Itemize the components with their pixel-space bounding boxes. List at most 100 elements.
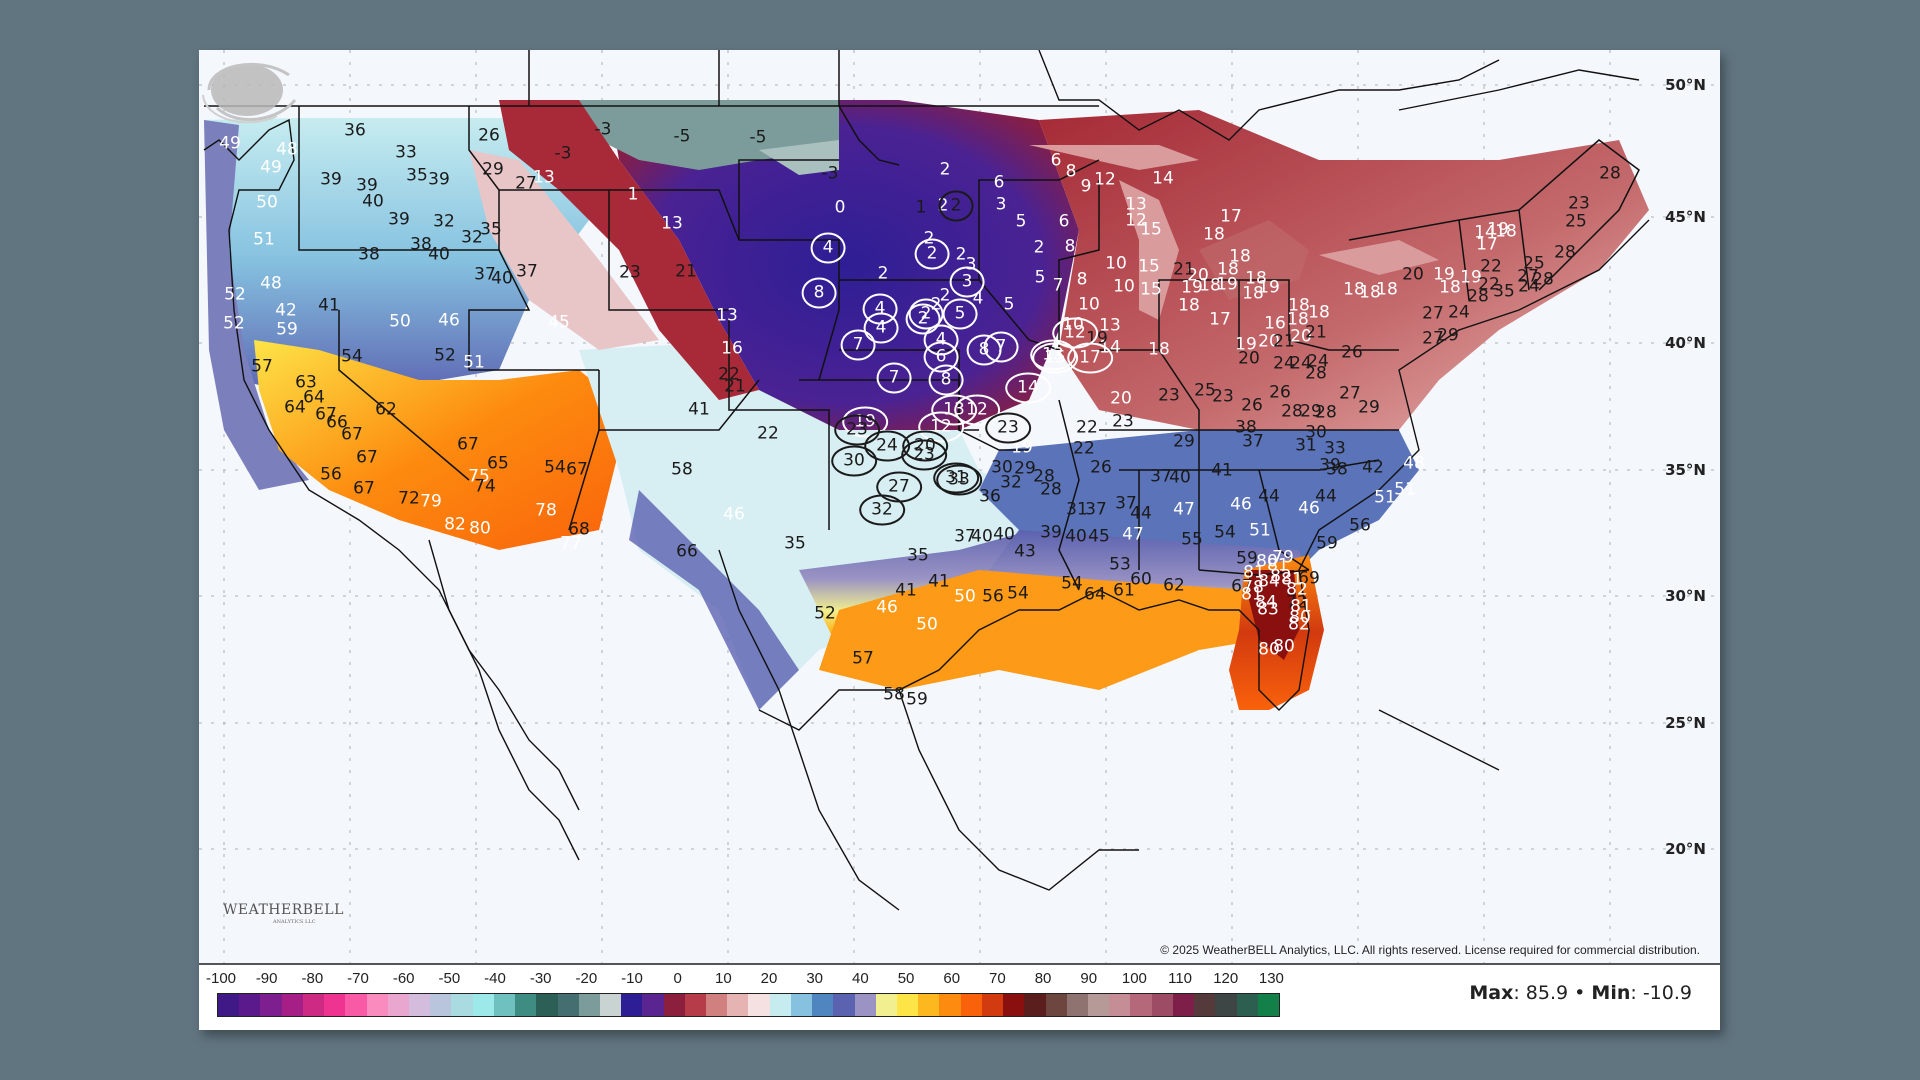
temperature-label: 54 <box>1061 573 1083 594</box>
temperature-label: 49 <box>219 133 241 154</box>
temperature-label: 50 <box>256 192 278 213</box>
temperature-label: 31 <box>1066 499 1088 520</box>
temperature-label: 29 <box>1173 431 1195 452</box>
colorbar-swatch <box>1066 994 1088 1016</box>
temperature-label: 61 <box>1113 580 1135 601</box>
temperature-label: 45 <box>1088 526 1110 547</box>
circled-temperature-label: 17 <box>1067 342 1113 374</box>
circled-temperature-label: 5 <box>942 298 978 330</box>
colorbar-tick-label: -90 <box>255 970 278 987</box>
temperature-label: 67 <box>315 404 337 425</box>
circled-temperature-label: 14 <box>1005 372 1051 404</box>
temperature-label: 18 <box>1245 268 1267 289</box>
temperature-label: 19 <box>1460 267 1482 288</box>
temperature-label: 52 <box>434 345 456 366</box>
temperature-label: 58 <box>671 459 693 480</box>
temperature-label: 18 <box>1242 283 1264 304</box>
temperature-label: 18 <box>1203 224 1225 245</box>
temperature-label: 19 <box>1433 264 1455 285</box>
temperature-label: 18 <box>1376 279 1398 300</box>
temperature-label: 67 <box>566 459 588 480</box>
temperature-label: 17 <box>1220 206 1242 227</box>
temperature-label: 3 <box>995 194 1007 215</box>
temperature-label: 54 <box>544 457 566 478</box>
temperature-label: 83 <box>1257 599 1279 620</box>
temperature-label: 84 <box>1255 592 1277 613</box>
temperature-label: 19 <box>1258 277 1280 298</box>
temperature-label: 21 <box>1305 322 1327 343</box>
temperature-label: 6 <box>1050 150 1062 171</box>
temperature-label: 53 <box>1109 554 1131 575</box>
temperature-label: 51 <box>1249 520 1271 541</box>
temperature-label: 32 <box>1000 472 1022 493</box>
temperature-label: 54 <box>1007 583 1029 604</box>
temperature-label: 56 <box>320 464 342 485</box>
logo-text: WEATHERBELL <box>223 902 344 918</box>
temperature-label: 38 <box>1326 459 1348 480</box>
temperature-label: 36 <box>979 486 1001 507</box>
colorbar-swatch <box>960 994 982 1016</box>
temperature-label: 14 <box>1152 168 1174 189</box>
temperature-label: 24 <box>1448 302 1470 323</box>
temperature-label: 23 <box>1112 411 1134 432</box>
temperature-label: 41 <box>895 580 917 601</box>
temperature-label: 23 <box>1158 385 1180 406</box>
temperature-label: 33 <box>1324 438 1346 459</box>
temperature-label: 37 <box>1150 466 1172 487</box>
temperature-label: 18 <box>1148 339 1170 360</box>
temperature-label: 40 <box>1065 526 1087 547</box>
temperature-label: 23 <box>1212 386 1234 407</box>
circled-temperature-label: 30 <box>831 445 877 477</box>
temperature-label: 15 <box>1140 279 1162 300</box>
temperature-label: 40 <box>491 268 513 289</box>
colorbar-tick-label: -70 <box>347 970 369 987</box>
temperature-label: 12 <box>1094 169 1116 190</box>
temperature-label: 52 <box>224 284 246 305</box>
temperature-label: 22 <box>1076 417 1098 438</box>
temperature-label: 30 <box>1305 422 1327 443</box>
colorbar-swatch <box>302 994 325 1016</box>
temperature-label: 59 <box>276 319 298 340</box>
temperature-label: 46 <box>438 310 460 331</box>
temperature-label: 22 <box>757 423 779 444</box>
temperature-label: 2 <box>955 244 967 265</box>
colorbar-tick-label: -80 <box>301 970 324 987</box>
temperature-label: 80 <box>1258 639 1280 660</box>
temperature-label: 21 <box>724 376 746 397</box>
colorbar-swatch <box>430 994 452 1016</box>
temperature-label: 27 <box>1422 303 1444 324</box>
colorbar-swatch <box>281 994 303 1016</box>
temperature-label: 81 <box>1241 584 1263 605</box>
temperature-label: 6 <box>1058 211 1070 232</box>
colorbar-tick-label: 40 <box>852 970 869 987</box>
colorbar-swatch <box>557 994 579 1016</box>
temperature-label: 51 <box>1394 479 1416 500</box>
weatherbell-logo-icon <box>202 62 297 124</box>
colorbar-swatch <box>515 994 537 1016</box>
temperature-label: 45 <box>548 312 570 333</box>
temperature-label: 21 <box>1273 331 1295 352</box>
temperature-label: 22 <box>1073 438 1095 459</box>
colorbar-swatch <box>1236 994 1258 1016</box>
colorbar-swatch <box>578 994 600 1016</box>
colorbar-swatch <box>218 994 240 1016</box>
temperature-label: 46 <box>1298 498 1320 519</box>
lat-label-40: 40°N <box>1665 334 1706 352</box>
temperature-label: 46 <box>876 597 898 618</box>
temperature-label: 20 <box>1187 265 1209 286</box>
temperature-label: -3 <box>594 119 612 140</box>
temperature-label: 67 <box>457 434 479 455</box>
temperature-label: 50 <box>954 586 976 607</box>
temperature-label: 48 <box>260 273 282 294</box>
temperature-label: 21 <box>675 261 697 282</box>
temperature-label: 42 <box>275 300 297 321</box>
temperature-label: 18 <box>1217 259 1239 280</box>
circled-temperature-label: 23 <box>834 414 880 446</box>
temperature-label: 6 <box>993 172 1005 193</box>
circled-temperature-label: 33 <box>936 464 982 496</box>
colorbar-swatch <box>684 994 707 1016</box>
temperature-label: 82 <box>1286 579 1308 600</box>
temperature-label: 32 <box>433 211 455 232</box>
colorbar-swatch <box>854 994 876 1016</box>
temperature-label: 35 <box>1493 281 1515 302</box>
